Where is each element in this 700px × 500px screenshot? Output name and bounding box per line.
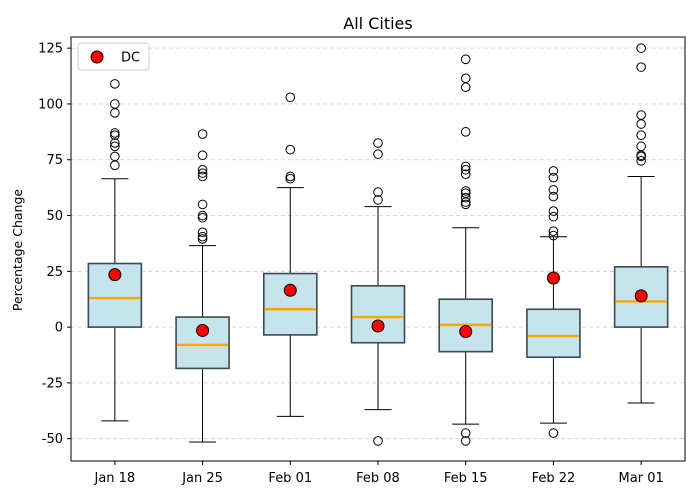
- outlier-point: [197, 199, 208, 210]
- outlier-point: [636, 110, 646, 120]
- dc-point: [371, 319, 385, 333]
- x-tick-label: Jan 25: [181, 471, 223, 486]
- outlier-point: [636, 130, 646, 140]
- dc-point: [634, 289, 648, 303]
- outlier-point: [548, 226, 559, 236]
- outlier-point: [460, 436, 471, 446]
- outlier-point: [548, 191, 559, 202]
- outlier-point: [460, 54, 471, 65]
- outlier-point: [197, 129, 208, 139]
- y-tick-label: 25: [46, 265, 63, 280]
- gridlines: [71, 47, 685, 440]
- outlier-point: [460, 164, 471, 175]
- outlier-point: [460, 199, 471, 210]
- y-tick-label: -50: [42, 432, 63, 447]
- y-tick-label: 100: [38, 97, 63, 112]
- outlier-point: [373, 187, 383, 197]
- outlier-point: [110, 138, 120, 148]
- outlier-point: [373, 436, 383, 446]
- outlier-point: [197, 227, 208, 238]
- x-tick-label: Mar 01: [619, 471, 664, 486]
- outlier-point: [285, 173, 296, 184]
- outlier-point: [548, 206, 559, 216]
- outlier-point: [197, 231, 208, 242]
- outlier-point: [460, 188, 471, 199]
- dc-point: [283, 283, 297, 297]
- outlier-point: [548, 172, 559, 183]
- outlier-point: [197, 168, 208, 178]
- outlier-point: [460, 169, 471, 180]
- box-iqr: [526, 308, 581, 359]
- axis-ticks: -50 -25 0 25 50 75 100 125 Jan 18 Jan 25 Feb 01 Feb…: [38, 42, 664, 486]
- outlier-point: [460, 161, 471, 172]
- outlier-point: [460, 428, 471, 438]
- outlier-point: [285, 144, 296, 155]
- outlier-point: [110, 79, 120, 89]
- outlier-point: [373, 149, 383, 159]
- outlier-point: [460, 192, 471, 203]
- outlier-point: [636, 43, 646, 53]
- outlier-point: [373, 195, 383, 205]
- dc-point: [546, 271, 560, 285]
- outlier-point: [548, 166, 559, 176]
- box-group: [613, 43, 669, 404]
- outlier-point: [548, 211, 559, 222]
- y-tick-label: -25: [42, 376, 63, 391]
- dc-point: [196, 323, 210, 337]
- x-tick-label: Feb 01: [268, 471, 312, 486]
- outlier-point: [110, 99, 120, 109]
- y-tick-label: 125: [38, 42, 63, 57]
- outlier-point: [110, 130, 120, 140]
- y-tick-label: 0: [55, 321, 63, 336]
- outlier-point: [197, 150, 208, 161]
- legend-label-dc: DC: [121, 51, 140, 66]
- outlier-point: [110, 141, 120, 152]
- outlier-point: [636, 62, 646, 72]
- box-iqr: [350, 285, 406, 344]
- outlier-point: [285, 92, 296, 103]
- legend-marker-dc: [90, 50, 104, 64]
- outlier-point: [197, 210, 208, 221]
- outlier-point: [548, 230, 559, 241]
- outlier-point: [373, 138, 383, 148]
- box-group: [350, 138, 406, 446]
- outlier-point: [460, 186, 471, 196]
- box-group: [175, 129, 230, 443]
- chart-title: All Cities: [343, 14, 412, 33]
- dc-series-layer: [108, 268, 648, 339]
- outlier-point: [110, 151, 120, 162]
- outlier-point: [197, 164, 208, 175]
- legend: DC: [77, 42, 150, 71]
- box-group: [526, 166, 581, 438]
- outlier-point: [197, 212, 208, 223]
- dc-point: [108, 268, 122, 282]
- outlier-point: [636, 156, 646, 166]
- outlier-point: [548, 428, 559, 438]
- outlier-point: [460, 73, 471, 84]
- box-iqr: [262, 272, 318, 336]
- y-tick-label: 50: [46, 209, 63, 224]
- outlier-point: [110, 128, 120, 138]
- x-tick-label: Feb 22: [532, 471, 576, 486]
- outlier-point: [285, 171, 296, 182]
- outlier-point: [197, 234, 208, 244]
- y-axis-label: Percentage Change: [10, 189, 25, 311]
- outlier-point: [460, 127, 471, 137]
- outlier-point: [636, 141, 646, 152]
- x-tick-label: Feb 08: [356, 471, 400, 486]
- dc-point: [459, 325, 473, 339]
- box-group: [262, 92, 318, 417]
- outlier-point: [548, 185, 559, 195]
- x-tick-label: Jan 18: [93, 471, 135, 486]
- x-tick-label: Feb 15: [444, 471, 488, 486]
- outlier-point: [197, 171, 208, 182]
- y-tick-label: 75: [46, 153, 63, 168]
